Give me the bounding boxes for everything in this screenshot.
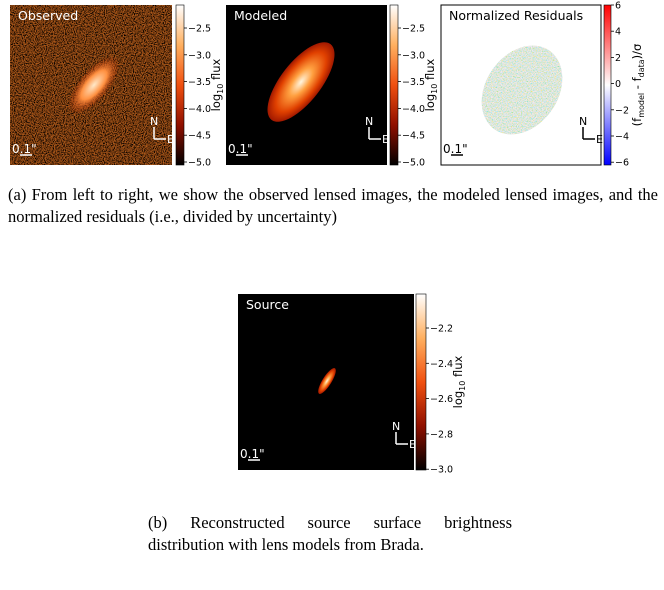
colorbar-tick-label: −6: [615, 158, 629, 169]
panel-title: Modeled: [234, 8, 287, 23]
colorbar-tick-label: −4.5: [188, 131, 211, 142]
colorbar-label: log10 flux: [209, 58, 225, 111]
colorbar-tick-label: −5.0: [188, 158, 211, 169]
colorbar-label-part: )/σ: [630, 44, 644, 60]
colorbar-tick-label: −2.6: [430, 394, 453, 405]
compass-east: E: [596, 133, 603, 146]
colorbar: [390, 5, 398, 165]
panel-title: Normalized Residuals: [449, 8, 583, 23]
colorbar-tick-label: −4.0: [402, 104, 425, 115]
panel-title: Observed: [18, 8, 78, 23]
scale-label: 0.1": [240, 447, 265, 461]
compass-east: E: [382, 133, 389, 146]
colorbar-tick-label: 2: [615, 53, 621, 64]
colorbar-tick-label: −4.0: [188, 104, 211, 115]
colorbar-tick-label: −2.5: [402, 24, 425, 35]
colorbar-tick-label: 4: [615, 27, 621, 38]
scale-label: 0.1": [443, 142, 468, 156]
colorbar: [416, 294, 426, 470]
compass-north: N: [150, 115, 158, 128]
caption-b: (b) Reconstructed source surface brightn…: [148, 512, 512, 556]
colorbar-label-part: log: [423, 94, 437, 112]
colorbar: [176, 5, 184, 165]
colorbar-tick-label: −4: [615, 132, 629, 143]
colorbar-label-part: log: [451, 391, 465, 409]
colorbar-tick-label: −5.0: [402, 158, 425, 169]
colorbar-tick-label: −2: [615, 105, 629, 116]
colorbar-label-part: data: [637, 59, 646, 77]
colorbar-label-part: model: [637, 93, 646, 118]
colorbar-label-part: - f: [630, 76, 644, 92]
colorbar-tick-label: −2.4: [430, 359, 453, 370]
colorbar-tick-label: −3.0: [402, 50, 425, 61]
colorbar-tick-label: 6: [615, 1, 621, 12]
colorbar-label-part: 10: [216, 84, 225, 94]
colorbar-tick-label: 0: [615, 79, 621, 90]
colorbar-label-part: flux: [209, 58, 223, 83]
colorbar-label: (fmodel - fdata)/σ: [630, 44, 646, 127]
compass-north: N: [579, 115, 587, 128]
scale-label: 0.1": [228, 142, 253, 156]
compass-east: E: [167, 133, 174, 146]
caption-a: (a) From left to right, we show the obse…: [8, 184, 658, 228]
colorbar-label: log10 flux: [451, 355, 467, 408]
colorbar-tick-label: −2.5: [188, 24, 211, 35]
colorbar-tick-label: −3.5: [402, 77, 425, 88]
colorbar-label-part: 10: [458, 381, 467, 391]
colorbar-label-part: log: [209, 94, 223, 112]
compass-north: N: [365, 115, 373, 128]
colorbar-label-part: 10: [430, 84, 439, 94]
colorbar-tick-label: −3.0: [188, 50, 211, 61]
colorbar-tick-label: −3.5: [188, 77, 211, 88]
compass-north: N: [392, 420, 400, 433]
colorbar-tick-label: −2.8: [430, 429, 453, 440]
colorbar-tick-label: −4.5: [402, 131, 425, 142]
colorbar-tick-label: −3.0: [430, 465, 453, 476]
panel-title: Source: [246, 297, 289, 312]
colorbar-label-part: flux: [423, 58, 437, 83]
compass-east: E: [409, 438, 416, 451]
figure: Observed0.1"NE−2.5−3.0−3.5−4.0−4.5−5.0lo…: [0, 0, 664, 590]
colorbar: [604, 5, 611, 165]
page: Observed0.1"NE−2.5−3.0−3.5−4.0−4.5−5.0lo…: [0, 0, 664, 590]
scale-label: 0.1": [12, 142, 37, 156]
colorbar-tick-label: −2.2: [430, 324, 453, 335]
colorbar-label-part: flux: [451, 355, 465, 380]
colorbar-label: log10 flux: [423, 58, 439, 111]
